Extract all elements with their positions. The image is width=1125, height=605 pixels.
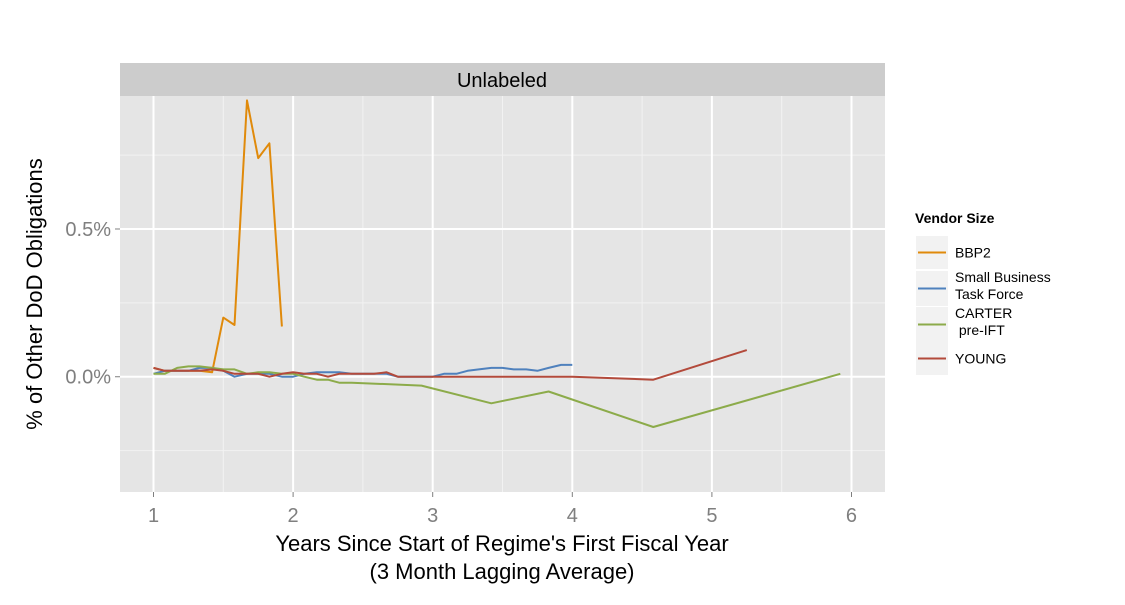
y-tick-label: 0.0% — [65, 367, 111, 389]
legend-label: Small Business — [955, 269, 1051, 285]
x-tick-label: 3 — [427, 505, 438, 527]
y-axis: 0.0% 0.5% — [65, 219, 120, 389]
series-lines — [153, 99, 841, 428]
y-axis-title: % of Other DoD Obligations — [22, 158, 47, 429]
facet-strip — [120, 63, 885, 96]
minor-gridlines — [120, 96, 885, 492]
x-axis-title-line1: Years Since Start of Regime's First Fisc… — [275, 531, 728, 556]
x-tick-label: 4 — [567, 505, 578, 527]
x-axis: 1 2 3 4 5 6 — [148, 492, 857, 527]
legend-label: CARTER — [955, 305, 1012, 321]
legend-label: YOUNG — [955, 351, 1006, 367]
x-tick-label: 5 — [706, 505, 717, 527]
facet-title: Unlabeled — [457, 70, 547, 92]
x-tick-label: 1 — [148, 505, 159, 527]
legend-title: Vendor Size — [915, 210, 995, 226]
x-tick-label: 6 — [846, 505, 857, 527]
y-tick-label: 0.5% — [65, 219, 111, 241]
x-axis-title-line2: (3 Month Lagging Average) — [370, 559, 635, 584]
series-line-3 — [153, 349, 748, 381]
x-tick-label: 2 — [288, 505, 299, 527]
legend-label: Task Force — [955, 286, 1024, 302]
legend-label: BBP2 — [955, 245, 991, 261]
legend-label: pre-IFT — [955, 322, 1005, 338]
